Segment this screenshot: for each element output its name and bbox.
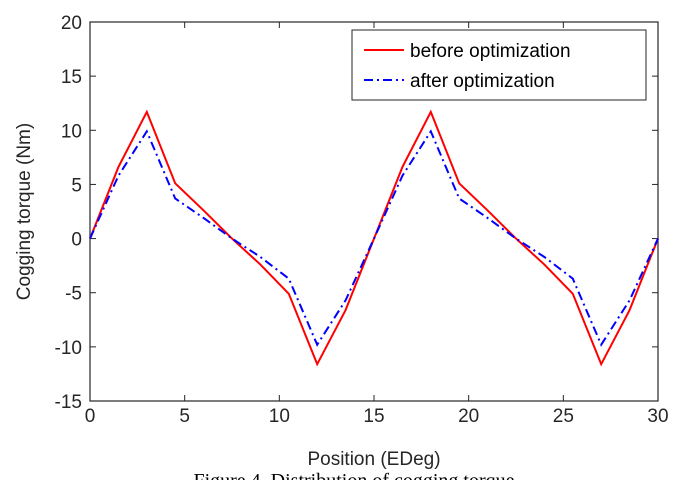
- y-tick-label: 0: [71, 230, 82, 251]
- series-layer: [89, 109, 659, 367]
- y-tick-label: -15: [55, 392, 82, 413]
- legend-label-before: before optimization: [410, 41, 571, 62]
- series-line-after: [89, 129, 659, 347]
- legend: before optimization after optimization: [351, 29, 647, 101]
- y-tick-label: -10: [55, 338, 82, 359]
- x-tick-label: 0: [85, 406, 96, 427]
- y-tick-label: -5: [65, 284, 82, 305]
- x-tick-label: 25: [553, 406, 574, 427]
- x-tick-label: 10: [269, 406, 290, 427]
- legend-label-after: after optimization: [410, 71, 555, 92]
- x-tick-label: 20: [458, 406, 479, 427]
- y-tick-label: 20: [61, 13, 82, 34]
- x-tick-label: 30: [647, 406, 668, 427]
- y-tick-label: 10: [61, 121, 82, 142]
- y-tick-label: 5: [71, 175, 82, 196]
- figure-caption: Figure 4. Distribution of cogging torque: [193, 470, 514, 480]
- axis-ticks: [89, 21, 659, 402]
- x-tick-label: 15: [363, 406, 384, 427]
- legend-box: [351, 29, 647, 101]
- x-axis-title: Position (EDeg): [307, 449, 440, 470]
- x-tick-label: 5: [179, 406, 190, 427]
- y-tick-label: 15: [61, 67, 82, 88]
- tick-labels: 0 5 10 15 20 25 30 -15 -10 -5 0 5 10 15 20: [55, 13, 669, 427]
- y-axis-title: Cogging torque (Nm): [14, 123, 35, 300]
